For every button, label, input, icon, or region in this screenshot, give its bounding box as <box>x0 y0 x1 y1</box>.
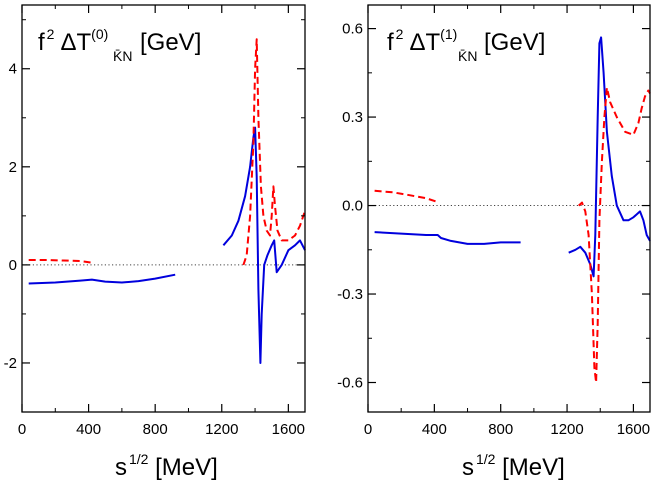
right-y-tick-label: -0.6 <box>337 375 363 392</box>
right-y-tick-label: 0.0 <box>342 198 363 215</box>
right-xlabel-rest: [MeV] <box>495 454 564 481</box>
left-series-solid-blue-low <box>28 273 176 285</box>
right-title-sup: (1) <box>440 26 457 42</box>
left-title-delta: ΔT <box>60 29 91 56</box>
left-y-tick-label: 0 <box>9 257 17 274</box>
right-title-unit: [GeV] <box>484 29 545 56</box>
left-x-tick-label: 800 <box>143 421 168 438</box>
right-x-axis-label: s 1/2 [MeV] <box>462 451 565 481</box>
left-plot-frame <box>21 4 306 413</box>
left-xlabel-base: s <box>115 454 127 481</box>
right-series-solid-blue-high <box>568 36 651 278</box>
right-x-tick-label: 0 <box>364 421 372 438</box>
right-title-f-sup: 2 <box>396 26 404 42</box>
left-x-tick-label: 1200 <box>205 421 238 438</box>
right-title-delta: ΔT <box>409 29 440 56</box>
right-xlabel-sup: 1/2 <box>476 451 496 467</box>
left-title-f: f <box>38 29 45 56</box>
left-y-tick-label: 2 <box>9 159 17 176</box>
left-x-tick-label: 400 <box>76 421 101 438</box>
right-panel-title: f 2 ΔT(1)K̄N [GeV] <box>387 26 545 64</box>
right-ticks-layer: 0 400 800 1200 1600 -0.6 -0.3 0.0 0.3 0.6 <box>337 5 650 438</box>
right-title-f: f <box>387 29 394 56</box>
left-x-tick-label: 1600 <box>272 421 305 438</box>
left-title-f-sup: 2 <box>47 26 55 42</box>
right-y-tick-label: -0.3 <box>337 286 363 303</box>
right-y-tick-label: 0.3 <box>342 109 363 126</box>
left-xlabel-sup: 1/2 <box>129 451 149 467</box>
left-xlabel-rest: [MeV] <box>148 454 217 481</box>
right-series-dashed-red-low <box>374 189 440 204</box>
right-series-dashed-red-high <box>578 86 651 384</box>
right-x-tick-label: 800 <box>488 421 513 438</box>
right-x-tick-label: 1600 <box>617 421 650 438</box>
left-panel-title: f 2 ΔT(0) K̄N [GeV] <box>38 26 201 64</box>
left-y-tick-label: 4 <box>9 61 17 78</box>
left-x-axis-label: s 1/2 [MeV] <box>115 451 218 481</box>
right-series-solid-blue-low <box>374 231 521 245</box>
left-series-solid-blue-high <box>222 126 306 364</box>
left-series-dashed-red-high <box>242 38 306 266</box>
right-xlabel-base: s <box>462 454 474 481</box>
left-ticks-layer: 0 400 800 1200 1600 -2 0 2 4 <box>4 5 305 438</box>
left-title-unit: [GeV] <box>140 29 201 56</box>
left-y-tick-label: -2 <box>4 355 17 372</box>
right-plot-frame <box>367 4 651 413</box>
right-y-tick-label: 0.6 <box>342 21 363 38</box>
left-series-dashed-red-low <box>28 259 94 264</box>
left-series-layer <box>22 38 306 364</box>
right-x-tick-label: 1200 <box>550 421 583 438</box>
left-title-sup: (0) <box>91 26 108 42</box>
left-x-tick-label: 0 <box>18 421 26 438</box>
right-panel: 0 400 800 1200 1600 -0.6 -0.3 0.0 0.3 0.6 f 2 ΔT(1)… <box>337 4 651 481</box>
right-series-layer <box>368 36 651 384</box>
right-x-tick-label: 400 <box>422 421 447 438</box>
right-title-sub: K̄N <box>458 48 477 64</box>
left-title-sub: K̄N <box>113 48 132 64</box>
